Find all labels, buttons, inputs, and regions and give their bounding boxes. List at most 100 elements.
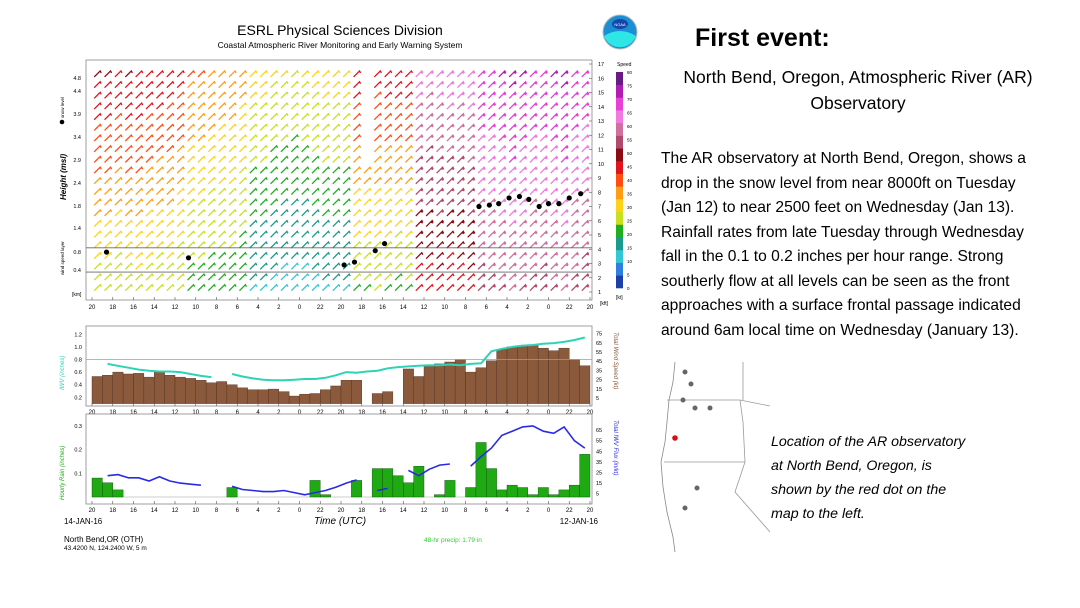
- wind-barb-pennant: [502, 274, 506, 278]
- wind-barb: [249, 144, 258, 153]
- wind-barb: [384, 251, 393, 260]
- wind-barb-shaft: [477, 123, 486, 131]
- wind-barb: [124, 251, 133, 260]
- wind-barb: [539, 166, 548, 174]
- wind-barb-shaft: [114, 251, 123, 260]
- wind-barb-shaft: [404, 176, 414, 185]
- wind-barb: [124, 176, 133, 185]
- wind-barb-shaft: [249, 176, 258, 185]
- wind-barb-shaft: [487, 262, 497, 270]
- wind-barb: [321, 134, 331, 142]
- wind-barb: [498, 219, 507, 228]
- wind-barb: [529, 144, 538, 153]
- wind-barb-shaft: [321, 219, 331, 228]
- wind-barb-shaft: [290, 230, 299, 238]
- wind-barb-shaft: [93, 91, 102, 99]
- wind-barb-shaft: [270, 155, 279, 163]
- wind-barb-shaft: [342, 91, 351, 99]
- wind-barb-shaft: [560, 240, 569, 249]
- wind-barb-pennant: [533, 209, 537, 213]
- wind-barb: [560, 123, 569, 131]
- wind-barb-shaft: [218, 187, 227, 195]
- wind-barb-shaft: [176, 176, 185, 185]
- wind-barb-shaft: [104, 219, 113, 228]
- wind-barb-shaft: [529, 176, 538, 185]
- wind-barb-shaft: [207, 240, 216, 249]
- wind-barb-shaft: [498, 166, 507, 174]
- wind-barb: [477, 230, 486, 238]
- wind-barb-shaft: [155, 251, 165, 260]
- wind-barb-pennant: [554, 92, 558, 96]
- wind-barb: [228, 134, 237, 142]
- wind-barb-pennant: [482, 177, 486, 181]
- chart-subtitle: Coastal Atmospheric River Monitoring and…: [218, 40, 463, 50]
- wind-barb: [249, 262, 258, 270]
- wind-barb-shaft: [270, 166, 279, 174]
- wind-barb: [135, 240, 144, 249]
- x-tick-label: 2: [526, 508, 530, 514]
- iwv-bar: [278, 391, 290, 404]
- wind-barb: [550, 230, 559, 238]
- wind-barb-shaft: [311, 251, 320, 260]
- wind-barb-shaft: [363, 166, 372, 174]
- wind-barb-shaft: [508, 208, 517, 217]
- wind-barb: [415, 69, 424, 78]
- wind-barb: [415, 134, 424, 142]
- wind-barb: [197, 69, 206, 78]
- wind-barb: [384, 166, 393, 174]
- wind-barb-shaft: [353, 251, 362, 260]
- wind-barb: [280, 155, 289, 163]
- wind-barb: [238, 240, 248, 249]
- wind-barb-shaft: [529, 251, 538, 260]
- wind-barb: [487, 272, 497, 281]
- wind-barb: [259, 166, 268, 174]
- wind-barb: [456, 91, 465, 99]
- wind-barb: [508, 262, 517, 270]
- wind-barb-shaft: [280, 219, 289, 228]
- wind-barb-shaft: [166, 230, 175, 238]
- wind-barb: [104, 198, 113, 206]
- wind-barb-pennant: [461, 124, 465, 128]
- wind-barb: [93, 272, 102, 281]
- wind-barb: [259, 101, 268, 110]
- wind-barb-shaft: [155, 101, 165, 110]
- wind-barb: [124, 166, 133, 174]
- wind-barb-shaft: [353, 101, 362, 110]
- wind-barb-shaft: [342, 208, 351, 217]
- wind-barb-pennant: [513, 177, 517, 181]
- right-tick-label: 11: [598, 148, 604, 154]
- wind-barb: [560, 166, 569, 174]
- wind-barb-pennant: [461, 156, 465, 160]
- wind-barb-pennant: [565, 220, 569, 224]
- wind-barb-shaft: [436, 101, 445, 110]
- wind-barb-pennant: [492, 263, 496, 267]
- wind-barb-shaft: [570, 230, 580, 238]
- wind-barb-shaft: [581, 262, 590, 270]
- wind-barb-shaft: [342, 80, 351, 89]
- wind-barb-shaft: [581, 101, 590, 110]
- wind-barb: [155, 69, 165, 78]
- wind-barb-shaft: [249, 219, 258, 228]
- wind-barb: [373, 69, 382, 78]
- wind-barb-pennant: [502, 284, 506, 288]
- wind-barb: [124, 187, 133, 195]
- wind-barb-pennant: [450, 167, 454, 171]
- wind-barb-shaft: [124, 155, 133, 163]
- wind-barb-pennant: [554, 263, 558, 267]
- wind-barb-shaft: [93, 283, 102, 292]
- wind-barb: [228, 187, 237, 195]
- wind-barb-shaft: [124, 251, 133, 260]
- right-tick-label: 10: [598, 162, 604, 168]
- wind-barb: [280, 187, 289, 195]
- x-tick-label: 6: [236, 410, 240, 416]
- wind-barb: [456, 155, 465, 163]
- wind-barb: [135, 123, 144, 131]
- wind-barb: [446, 101, 455, 110]
- wind-barb-shaft: [218, 123, 227, 131]
- wind-barb: [342, 80, 351, 89]
- wind-barb-shaft: [187, 91, 196, 99]
- iwv-line: [107, 336, 586, 382]
- wind-barb-shaft: [446, 112, 455, 121]
- wind-barb-shaft: [373, 123, 382, 131]
- wind-barb: [238, 262, 248, 270]
